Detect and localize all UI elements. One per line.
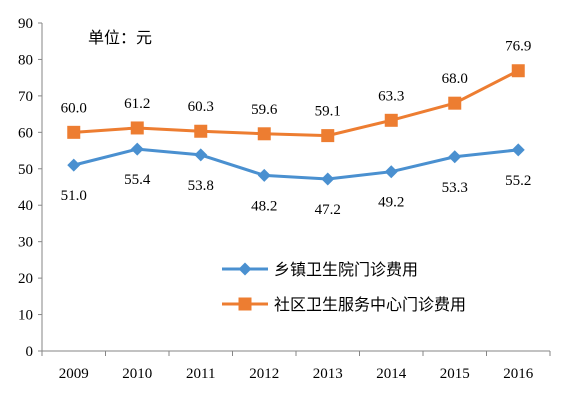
data-point: [448, 96, 462, 110]
data-label: 47.2: [315, 202, 341, 218]
x-tick-label: 2015: [440, 366, 470, 382]
series-line: [73, 147, 519, 181]
data-label: 49.2: [378, 195, 404, 211]
legend-label: 社区卫生服务中心门诊费用: [274, 295, 466, 314]
data-point: [194, 148, 208, 162]
data-point: [67, 158, 81, 172]
data-label: 76.9: [505, 39, 531, 55]
data-label: 53.3: [442, 180, 468, 196]
x-tick-label: 2011: [186, 366, 215, 382]
data-label: 59.1: [315, 104, 341, 120]
x-tick-label: 2010: [122, 366, 152, 382]
legend-item: 社区卫生服务中心门诊费用: [222, 295, 466, 314]
legend-item: 乡镇卫生院门诊费用: [222, 260, 418, 279]
y-axis: 0 10 20 30 40 50 60 70 80 90: [18, 16, 43, 360]
x-tick-label: 2013: [313, 366, 343, 382]
x-tick-label: 2012: [249, 366, 279, 382]
y-tick-label: 20: [18, 271, 33, 287]
data-label: 59.6: [251, 102, 278, 118]
y-tick-label: 90: [18, 16, 33, 32]
y-tick-label: 50: [18, 162, 33, 178]
data-point: [511, 143, 525, 157]
data-label: 68.0: [442, 71, 468, 87]
data-point: [257, 168, 271, 182]
series-1: 51.0 55.4 53.8 48.2 47.2 49.2 53.3 55.2: [61, 142, 531, 218]
data-label: 48.2: [251, 198, 277, 214]
data-point: [511, 64, 525, 78]
data-point: [384, 113, 398, 127]
y-tick-label: 40: [18, 198, 33, 214]
data-point: [321, 129, 335, 143]
x-tick-label: 2014: [376, 366, 407, 382]
data-label: 53.8: [188, 178, 214, 194]
y-tick-label: 0: [26, 344, 34, 360]
y-tick-label: 60: [18, 125, 33, 141]
unit-label: 单位：元: [88, 28, 152, 47]
data-point: [194, 124, 208, 138]
series-layer: 51.0 55.4 53.8 48.2 47.2 49.2 53.3 55.2 60.0 61.2…: [61, 39, 532, 218]
y-tick-label: 10: [18, 308, 33, 324]
y-tick-label: 80: [18, 52, 33, 68]
data-label: 61.2: [124, 96, 150, 112]
x-axis: 2009 2010 2011 2012 2013 2014 2015 2016: [41, 350, 551, 382]
x-tick-label: 2009: [59, 366, 89, 382]
y-tick-label: 30: [18, 235, 33, 251]
data-label: 55.4: [124, 172, 151, 188]
legend-label: 乡镇卫生院门诊费用: [274, 260, 418, 279]
data-label: 63.3: [378, 88, 404, 104]
data-point: [448, 150, 462, 164]
data-label: 60.3: [188, 99, 214, 115]
data-point: [130, 121, 144, 135]
series-2: 60.0 61.2 60.3 59.6 59.1 63.3 68.0 76.9: [61, 39, 531, 143]
legend-marker: [238, 262, 252, 276]
data-point: [67, 125, 81, 139]
y-tick-label: 70: [18, 89, 33, 105]
data-point: [130, 142, 144, 156]
data-point: [257, 127, 271, 141]
series-line: [73, 69, 519, 138]
data-point: [384, 165, 398, 179]
legend-marker: [238, 297, 252, 311]
x-tick-label: 2016: [503, 366, 534, 382]
data-label: 55.2: [505, 173, 531, 189]
data-label: 51.0: [61, 188, 87, 204]
data-label: 60.0: [61, 100, 87, 116]
data-point: [321, 172, 335, 186]
